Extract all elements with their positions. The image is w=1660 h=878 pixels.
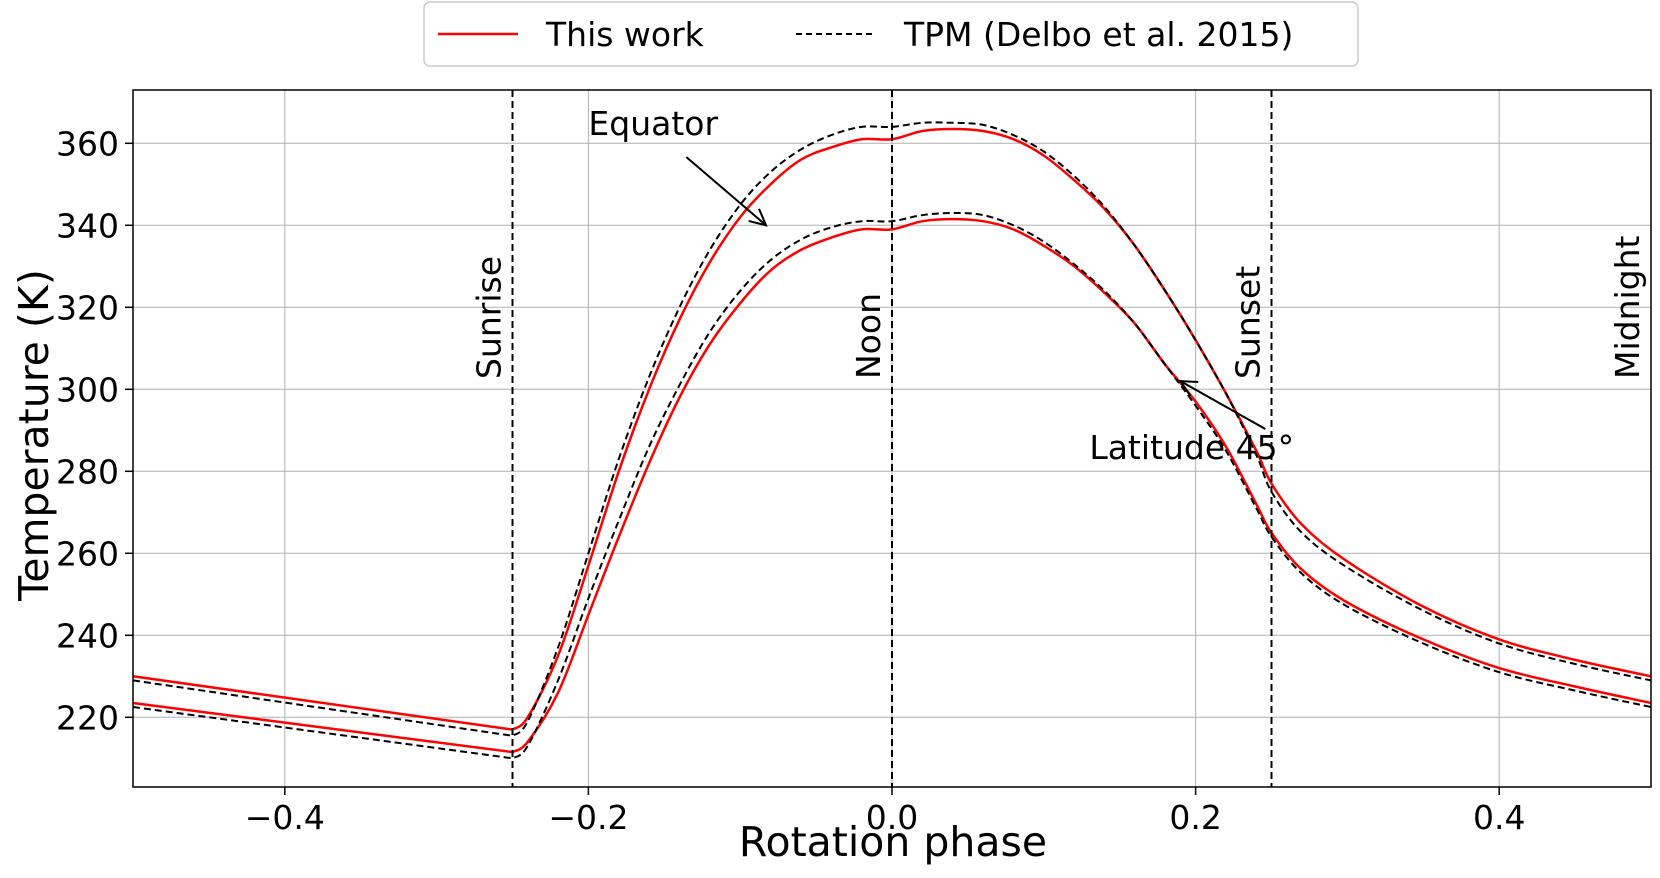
y-tick-label-0: 220 (56, 698, 119, 737)
vertical-lines: Sunrise Noon Sunset Midnight (470, 90, 1647, 787)
vline-label-noon: Noon (849, 293, 888, 379)
legend-box (423, 1, 1359, 67)
x-tick-label-3: 0.2 (1169, 798, 1221, 837)
series-line-2-this-work-latitude-45 (132, 217, 1652, 754)
y-tick-label-7: 360 (56, 124, 119, 163)
legend: This work TPM (Delbo et al. 2015) (423, 1, 1359, 67)
x-axis-ticks: −0.4 −0.2 0.0 0.2 0.4 (245, 787, 1525, 837)
x-tick-label-0: −0.4 (245, 798, 325, 837)
annotations: Equator Latitude 45° (588, 104, 1294, 467)
y-tick-label-2: 260 (56, 534, 119, 573)
annotation-label-equator: Equator (588, 104, 718, 143)
annotation-arrow-equator (685, 156, 766, 225)
legend-label-tpm: TPM (Delbo et al. 2015) (903, 15, 1293, 54)
annotation-arrow-latitude-45 (1180, 381, 1266, 430)
series-line-0-this-work-equator (132, 127, 1652, 731)
series-line-3-tpm-latitude-45 (132, 211, 1652, 760)
y-tick-label-3: 280 (56, 452, 119, 491)
y-axis-label: Temperature (K) (10, 269, 58, 602)
x-tick-label-4: 0.4 (1473, 798, 1525, 837)
y-tick-label-1: 240 (56, 616, 119, 655)
y-tick-label-6: 340 (56, 206, 119, 245)
y-tick-label-5: 320 (56, 288, 119, 327)
y-axis-ticks: 220 240 260 280 300 320 340 360 (56, 124, 133, 737)
x-tick-label-2: 0.0 (866, 798, 918, 837)
series-line-1-tpm-equator (132, 121, 1652, 737)
x-tick-label-1: −0.2 (548, 798, 628, 837)
series-layer (132, 121, 1652, 760)
legend-label-this-work: This work (545, 15, 705, 54)
vline-label-sunset: Sunset (1229, 266, 1268, 379)
annotation-label-latitude-45: Latitude 45° (1089, 428, 1294, 467)
vline-label-midnight: Midnight (1608, 235, 1647, 379)
y-tick-label-4: 300 (56, 370, 119, 409)
vline-label-sunrise: Sunrise (470, 256, 509, 379)
x-axis-label: Rotation phase (739, 818, 1047, 866)
